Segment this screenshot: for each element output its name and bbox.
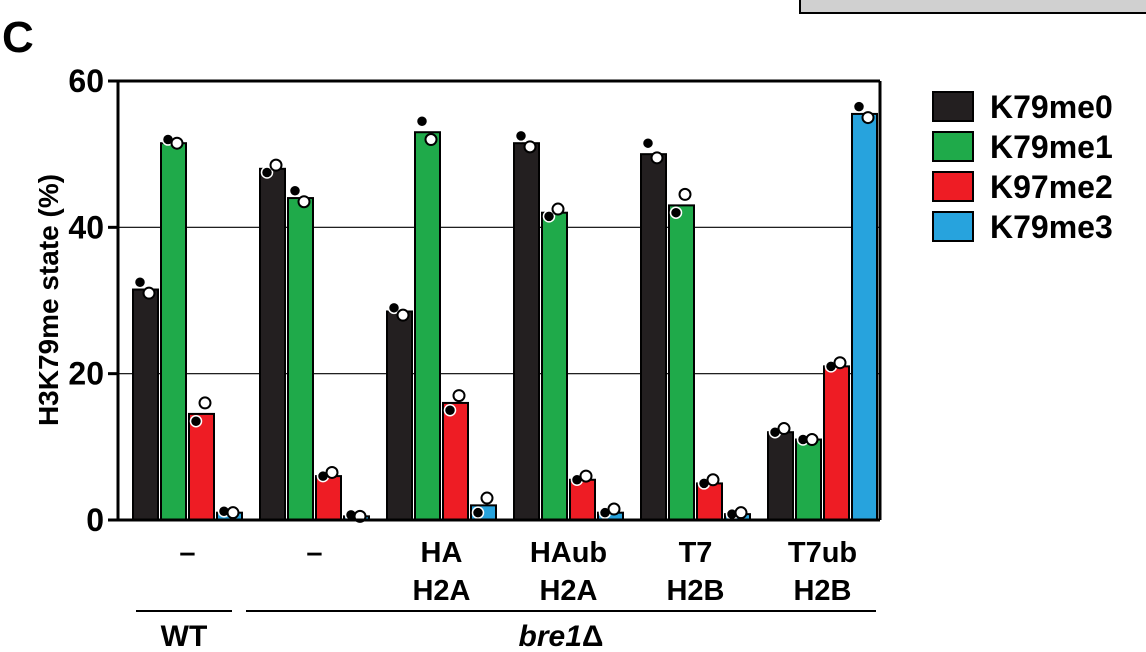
bar-k79me0 (640, 153, 667, 522)
replicate-point (669, 206, 683, 219)
bar-k97me2 (696, 482, 723, 521)
replicate-point (226, 506, 240, 520)
replicate-point (706, 473, 720, 487)
group-label-suffix: Δ (582, 620, 604, 652)
bar-k79me1 (160, 142, 187, 521)
legend-swatch-k79me1 (932, 131, 974, 162)
replicate-point (471, 506, 485, 519)
bar-k79me1 (668, 204, 695, 521)
replicate-point (443, 404, 457, 417)
legend-swatch-k97me2 (932, 171, 974, 202)
replicate-point (387, 301, 401, 315)
replicate-point (396, 308, 410, 322)
replicate-point (607, 502, 621, 516)
replicate-point (641, 136, 655, 150)
legend-label: K97me2 (990, 169, 1113, 205)
x-category-label-line1: T7 (679, 537, 713, 569)
replicate-point (805, 433, 819, 447)
x-category-label-line2: H2A (539, 575, 597, 607)
axes (116, 79, 882, 522)
bar-k79me1 (287, 197, 314, 521)
replicate-point (189, 414, 203, 428)
group-label: WT (161, 620, 208, 652)
bar-k79me1 (541, 211, 568, 521)
y-tick-label: 0 (86, 502, 104, 538)
replicate-point (198, 396, 212, 410)
y-axis-label: H3K79me state (%) (33, 174, 64, 426)
bar-k97me2 (442, 401, 469, 521)
x-category-label-line2: H2B (793, 575, 851, 607)
replicate-point (542, 210, 556, 223)
x-category-label-line2: H2B (666, 575, 724, 607)
bars (132, 112, 878, 522)
neighbor-panel-fill (801, 0, 1146, 12)
replicate-point (523, 140, 537, 154)
replicate-point (170, 136, 184, 150)
bar-k79me1 (795, 438, 822, 521)
replicate-point (288, 184, 302, 197)
replicate-point (833, 356, 847, 370)
bar-k79me0 (132, 288, 159, 521)
replicate-point (777, 422, 791, 436)
replicate-point (852, 100, 866, 113)
replicate-points (133, 100, 875, 523)
legend-swatch-k79me3 (932, 211, 974, 242)
replicate-point (579, 469, 593, 483)
replicate-point (452, 389, 466, 403)
x-category-label-line1: HA (421, 537, 463, 569)
bar-k97me2 (188, 412, 215, 521)
replicate-point (480, 491, 494, 505)
group-label-name: WT (161, 620, 208, 652)
replicate-point (142, 286, 156, 300)
bar-k79me0 (513, 142, 540, 521)
group-labels: WT bre1Δ (136, 610, 876, 652)
replicate-point (424, 133, 438, 147)
y-tick-label: 60 (68, 63, 104, 99)
gridlines (118, 226, 880, 375)
panel-label: C (2, 13, 34, 62)
group-label-name: bre1 (519, 620, 582, 652)
replicate-point (133, 275, 147, 289)
y-ticks: 0 20 40 60 (68, 63, 118, 538)
y-tick-label: 20 (68, 356, 104, 392)
replicate-point (325, 465, 339, 479)
legend-label: K79me1 (990, 129, 1113, 165)
bar-k79me0 (386, 310, 413, 521)
bar-k97me2 (315, 475, 342, 522)
x-category-label-line1: – (306, 537, 322, 569)
bar-k97me2 (569, 478, 596, 521)
legend-swatch-k79me0 (932, 91, 974, 122)
x-category-label-line1: HAub (530, 537, 607, 569)
replicate-point (678, 187, 692, 201)
legend-label: K79me0 (990, 89, 1113, 125)
bar-k79me0 (767, 431, 794, 522)
x-category-label-line2: H2A (412, 575, 470, 607)
bar-k79me0 (259, 167, 286, 522)
replicate-point (415, 114, 429, 128)
x-category-label-line1: T7ub (788, 537, 857, 569)
replicate-point (650, 151, 664, 165)
replicate-point (260, 166, 274, 179)
x-category-labels: – – HA H2A HAub H2A T7 H2B T7ub H2B (179, 537, 857, 607)
replicate-point (297, 195, 311, 209)
y-tick-label: 40 (68, 209, 104, 245)
x-category-label-line1: – (179, 537, 195, 569)
replicate-point (734, 506, 748, 520)
bar-k79me3 (851, 112, 878, 522)
replicate-point (269, 158, 283, 172)
legend-label: K79me3 (990, 209, 1113, 245)
bar-k97me2 (823, 365, 850, 521)
bar-k79me1 (414, 131, 441, 521)
legend: K79me0 K79me1 K97me2 K79me3 (932, 89, 1113, 245)
replicate-point (551, 202, 565, 216)
replicate-point (861, 111, 875, 125)
replicate-point (514, 129, 528, 143)
group-label: bre1Δ (519, 620, 604, 652)
